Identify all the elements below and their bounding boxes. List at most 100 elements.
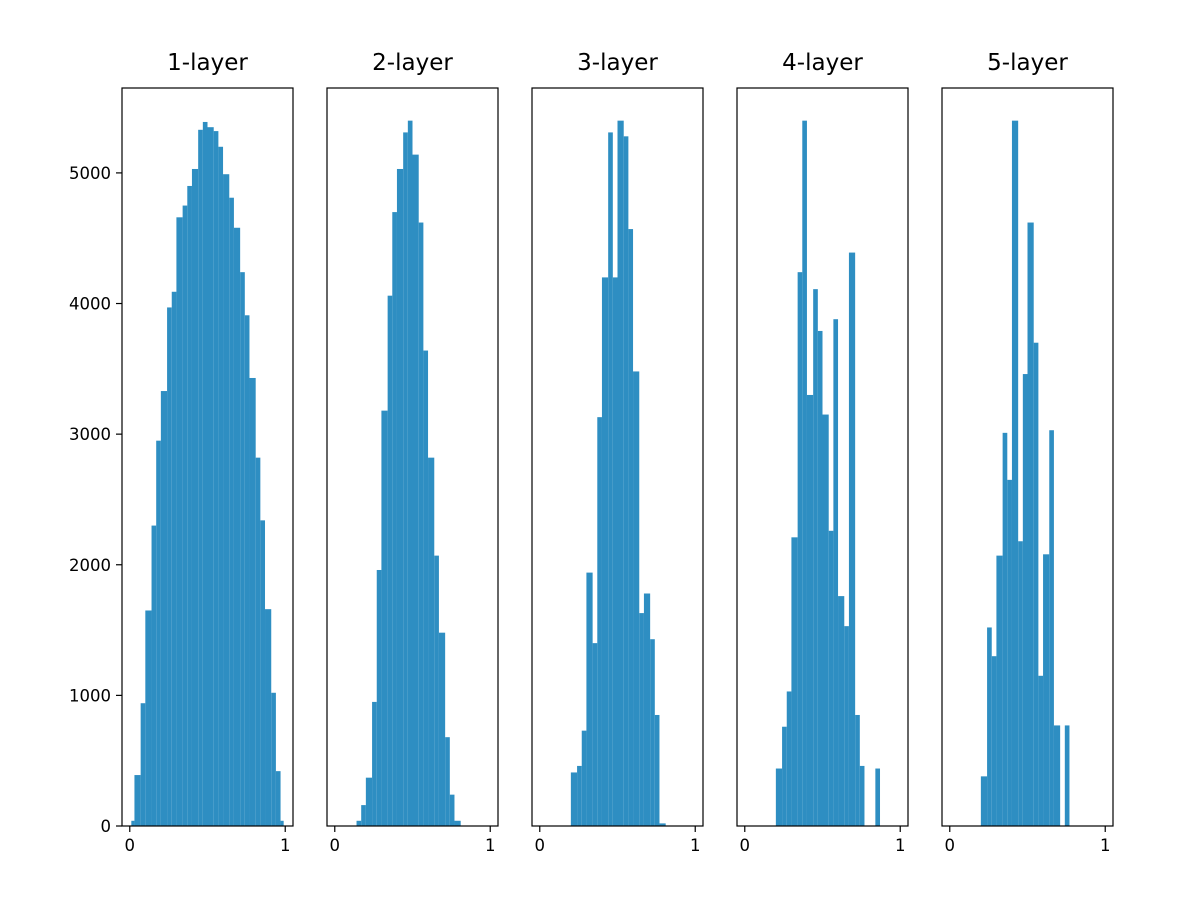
panel-2-layer: 2-layer 0 1 (326, 50, 499, 855)
panel-title: 5-layer (987, 50, 1068, 76)
histogram-bar (187, 185, 192, 826)
histogram-bar (280, 820, 284, 826)
histogram-bar (1053, 725, 1061, 826)
y-tick-label: 1000 (69, 686, 111, 705)
x-tick-label: 0 (740, 836, 751, 855)
histogram-bar (612, 277, 618, 826)
panel-5-layer: 5-layer 0 1 (941, 50, 1114, 855)
histogram-bar (650, 639, 655, 826)
histogram-bar (403, 132, 408, 826)
histogram-bar (859, 765, 865, 826)
x-tick-label: 1 (485, 836, 496, 855)
y-tick-label: 3000 (69, 425, 111, 444)
histogram-bar (176, 217, 183, 826)
histogram-bar (991, 656, 997, 826)
x-tick-label: 1 (690, 836, 701, 855)
histogram-bar (376, 569, 382, 826)
histogram-bar (275, 771, 281, 826)
histogram-bar (223, 174, 230, 826)
histogram-bar (365, 777, 373, 826)
histogram-bar (592, 643, 598, 826)
histogram-bar (633, 371, 640, 826)
histogram-bar (255, 457, 261, 826)
panel-title: 3-layer (577, 50, 658, 76)
histogram-bar (643, 593, 651, 826)
histogram-bar (392, 212, 397, 827)
histogram-bar (822, 414, 829, 826)
x-tick-label: 0 (945, 836, 956, 855)
histogram-bar (156, 440, 161, 826)
histogram-bar (244, 315, 250, 826)
histogram-bar (659, 823, 666, 826)
histogram-bar (160, 391, 168, 826)
histogram-bar (381, 410, 388, 826)
histogram-bar (387, 295, 393, 826)
histogram-bar (428, 457, 435, 826)
histogram-bar (1033, 342, 1039, 826)
x-tick-label: 0 (330, 836, 341, 855)
histogram-bar (361, 805, 366, 826)
histogram-bar (581, 730, 587, 826)
histogram-bar (833, 319, 839, 826)
histogram-bar (229, 197, 234, 827)
histogram-bar (438, 632, 446, 826)
histogram-bar (813, 289, 818, 826)
histogram-bar (372, 701, 377, 826)
histogram-bar (1064, 725, 1070, 826)
histogram-bar (791, 537, 798, 826)
histogram-bar (987, 627, 992, 826)
histogram-bar (1022, 374, 1028, 826)
histogram-bar (1007, 479, 1012, 826)
histogram-bar (782, 726, 787, 826)
histogram-bar (628, 229, 634, 826)
histogram-bar (848, 252, 856, 826)
histogram-bar (601, 277, 609, 826)
histogram-bar (140, 703, 146, 826)
axes-frame (121, 87, 294, 827)
panel-title: 1-layer (167, 50, 248, 76)
histogram-bar (797, 272, 803, 826)
histogram-bar (445, 737, 450, 826)
histogram-bar (1043, 554, 1050, 826)
panel-4-layer: 4-layer 0 1 (736, 50, 909, 855)
histogram-bar (1002, 432, 1008, 826)
y-tick-label: 0 (101, 817, 112, 836)
histogram-bar (1049, 430, 1054, 826)
histogram-bar (1018, 541, 1023, 826)
histogram-bar (249, 377, 256, 826)
x-tick-label: 0 (125, 836, 136, 855)
histogram-bar (356, 820, 362, 826)
histogram-bar (134, 775, 141, 826)
histogram-bar (412, 154, 419, 826)
histogram-bar (654, 714, 660, 826)
histogram-bar (802, 120, 807, 826)
histogram-bar (996, 555, 1003, 826)
histogram-bar (213, 131, 219, 827)
histogram-bar (418, 222, 424, 827)
histogram-bar (207, 127, 214, 826)
histogram-bar (271, 692, 276, 826)
histogram-bar (570, 772, 578, 826)
histogram-bar (218, 146, 224, 826)
histogram-bar (586, 572, 593, 826)
axes-frame (736, 87, 909, 827)
histogram-bar (171, 291, 177, 826)
histogram-bar (817, 330, 823, 826)
histogram-bar (786, 691, 792, 826)
histogram-bar (396, 168, 404, 827)
histogram-bar (131, 820, 135, 826)
histogram-bar (240, 272, 245, 826)
panel-1-layer: 1-layer 0 1 0 1000 2000 3000 4000 5000 (69, 50, 294, 855)
axes-frame (941, 87, 1114, 827)
histogram-bar (233, 227, 241, 826)
y-tick-label: 2000 (69, 556, 111, 575)
histogram-bar (198, 129, 203, 827)
axes-frame (326, 87, 499, 827)
histogram-bar (454, 820, 461, 826)
histogram-bar (1038, 675, 1044, 826)
histogram-bar (151, 525, 157, 826)
panel-title: 2-layer (372, 50, 453, 76)
y-tick-label: 5000 (69, 164, 111, 183)
histogram-bar (806, 394, 814, 826)
histogram-bar (167, 307, 172, 826)
